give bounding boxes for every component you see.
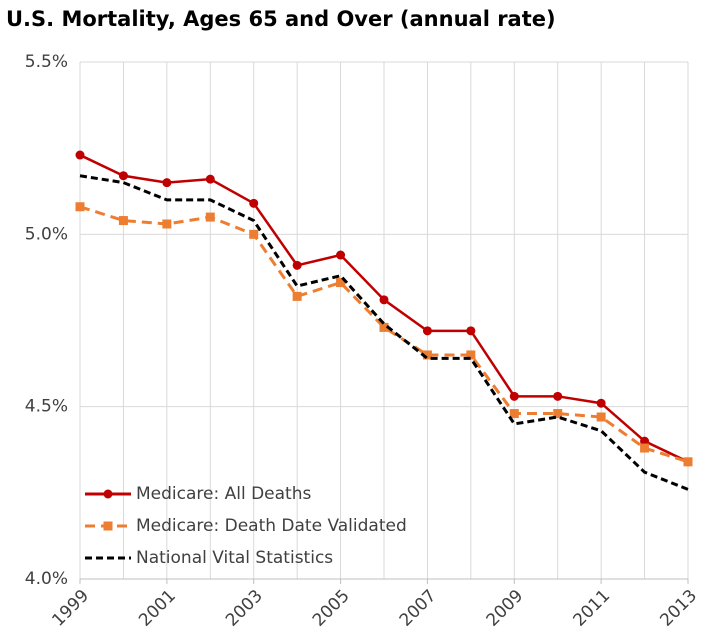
point	[118, 171, 128, 181]
y-tick-label: 4.5%	[25, 397, 68, 417]
point	[162, 219, 172, 229]
point	[205, 212, 215, 222]
point	[118, 216, 128, 226]
point	[205, 174, 215, 184]
point	[249, 229, 259, 239]
y-tick-label: 4.0%	[25, 569, 68, 589]
series-line	[79, 174, 689, 491]
series-line	[79, 205, 689, 464]
point	[162, 178, 172, 188]
point	[75, 150, 85, 160]
legend-marker	[103, 489, 113, 499]
point	[336, 250, 346, 260]
point	[466, 326, 476, 336]
point	[509, 391, 519, 401]
legend-label: National Vital Statistics	[136, 548, 333, 568]
point	[379, 295, 389, 305]
point	[640, 443, 650, 453]
point	[466, 350, 476, 360]
point	[683, 457, 693, 467]
point	[509, 409, 519, 419]
legend-label: Medicare: All Deaths	[136, 484, 311, 504]
point	[553, 391, 563, 401]
point	[553, 409, 563, 419]
point	[75, 202, 85, 212]
point	[422, 326, 432, 336]
point	[336, 278, 346, 288]
y-tick-label: 5.5%	[25, 52, 68, 72]
legend-label: Medicare: Death Date Validated	[136, 516, 407, 536]
point	[596, 398, 606, 408]
y-tick-label: 5.0%	[25, 224, 68, 244]
point	[292, 260, 302, 270]
point	[640, 436, 650, 446]
point	[422, 350, 432, 360]
point	[379, 322, 389, 332]
chart-title: U.S. Mortality, Ages 65 and Over (annual…	[6, 7, 556, 31]
point	[596, 412, 606, 422]
point	[249, 198, 259, 208]
legend-marker	[103, 521, 113, 531]
point	[292, 291, 302, 301]
